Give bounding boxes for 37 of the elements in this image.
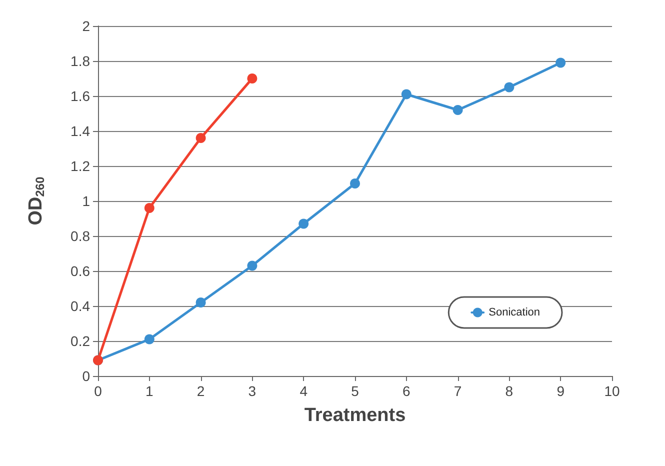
point bbox=[144, 334, 154, 344]
point bbox=[298, 218, 309, 229]
x-tick-label: 4 bbox=[300, 383, 308, 399]
point bbox=[196, 133, 206, 143]
point bbox=[452, 105, 463, 115]
y-tick-label: 1.8 bbox=[70, 53, 90, 69]
y-axis-title: OD260 bbox=[26, 176, 47, 226]
y-tick-label: 1.6 bbox=[70, 88, 90, 104]
y-tick-label: 0.6 bbox=[70, 263, 90, 279]
x-tick-label: 8 bbox=[505, 383, 514, 399]
y-tick-label: 0.4 bbox=[70, 298, 90, 314]
y-tick-label: 0.2 bbox=[70, 333, 90, 349]
point bbox=[196, 298, 206, 308]
x-tick-label: 9 bbox=[556, 383, 565, 399]
point bbox=[247, 260, 258, 271]
point bbox=[247, 74, 258, 84]
point bbox=[504, 82, 514, 92]
point bbox=[556, 58, 566, 68]
x-axis-title: Treatments bbox=[304, 405, 406, 426]
x-tick-label: 5 bbox=[351, 383, 360, 399]
x-tick-label: 2 bbox=[196, 383, 205, 399]
legend-label: Sonication bbox=[488, 306, 540, 318]
x-tick-label: 7 bbox=[454, 383, 462, 399]
y-tick-label: 1.4 bbox=[70, 123, 90, 139]
x-tick-label: 1 bbox=[146, 383, 154, 399]
point bbox=[401, 89, 412, 100]
x-tick-label: 10 bbox=[604, 383, 620, 399]
x-tick-label: 6 bbox=[402, 383, 410, 399]
y-tick-label: 1 bbox=[82, 193, 90, 209]
x-tick-label: 3 bbox=[248, 383, 256, 399]
point bbox=[350, 178, 360, 188]
point bbox=[144, 203, 154, 213]
x-tick-label: 0 bbox=[94, 383, 102, 399]
y-tick-label: 2 bbox=[82, 18, 90, 34]
y-tick-label: 0 bbox=[82, 368, 90, 384]
y-tick-label: 1.2 bbox=[70, 158, 90, 174]
y-tick-label: 0.8 bbox=[70, 228, 90, 244]
